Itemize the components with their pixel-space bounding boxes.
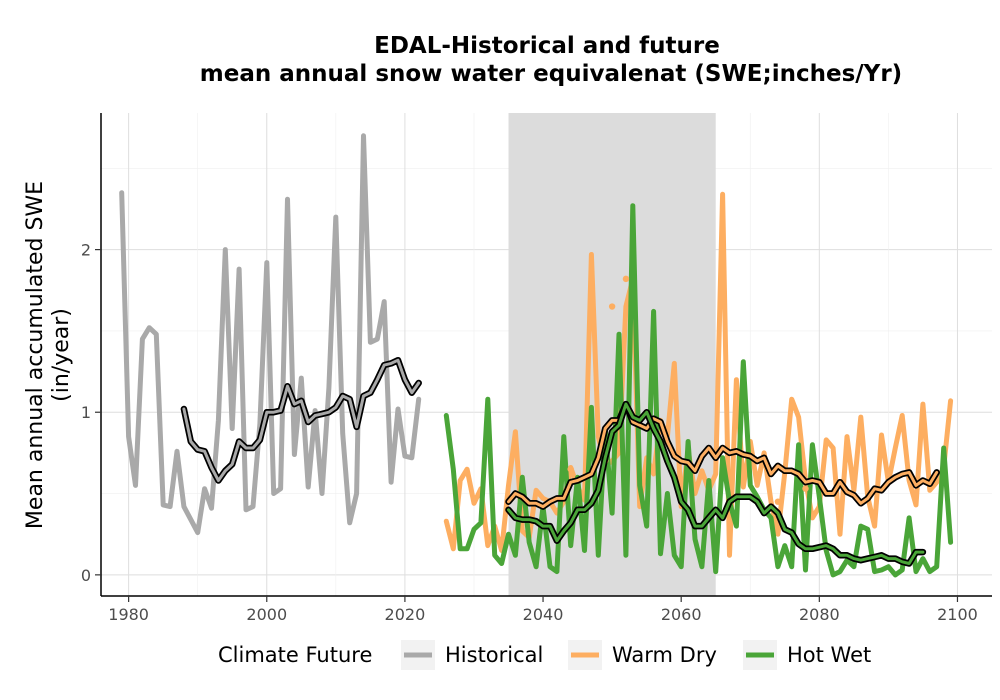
- legend: Climate Future Historical Warm Dry Hot Wet: [218, 640, 871, 670]
- legend-title: Climate Future: [218, 643, 372, 667]
- series-line-hot-wet: [443, 203, 954, 578]
- x-tick-label: 2100: [937, 605, 978, 624]
- y-tick-label: 2: [81, 241, 91, 260]
- legend-entry-label: Hot Wet: [787, 643, 871, 667]
- chart-title-line2: mean annual snow water equivalenat (SWE;…: [200, 61, 902, 87]
- legend-entry-label: Historical: [445, 643, 543, 667]
- series-lines: [119, 133, 954, 578]
- running-mean-historical-10-yr-running-mean: [182, 358, 421, 482]
- x-tick-label: 2000: [246, 605, 287, 624]
- chart-title-line1: EDAL-Historical and future: [374, 33, 720, 59]
- running-mean-warm-dry-10-yr-running-mean: [507, 402, 939, 509]
- data-point: [622, 275, 630, 283]
- running-mean-hot-wet-10-yr-running-mean: [507, 402, 925, 565]
- y-tick-label: 0: [81, 566, 91, 585]
- data-point: [588, 298, 595, 305]
- y-axis-title-line2: (in/year): [49, 308, 74, 402]
- legend-entry-label: Warm Dry: [612, 643, 717, 667]
- chart-title: EDAL-Historical and future mean annual s…: [200, 33, 902, 87]
- series-line-historical: [119, 133, 422, 536]
- axes: [100, 113, 992, 597]
- tick-labels: 1980 2000 2020 2040 2060 2080 2100 0 1 2: [81, 241, 978, 624]
- x-tick-label: 2060: [661, 605, 702, 624]
- x-tick-label: 1980: [108, 605, 149, 624]
- data-point: [567, 465, 574, 473]
- data-point: [608, 303, 616, 310]
- y-axis-title: Mean annual accumulated SWE (in/year): [23, 181, 74, 529]
- y-tick-label: 1: [81, 403, 91, 422]
- x-tick-label: 2020: [385, 605, 426, 624]
- data-point: [802, 485, 809, 492]
- y-axis-title-line1: Mean annual accumulated SWE: [23, 181, 48, 529]
- x-tick-label: 2080: [799, 605, 840, 624]
- data-point: [774, 498, 782, 505]
- x-tick-label: 2040: [523, 605, 564, 624]
